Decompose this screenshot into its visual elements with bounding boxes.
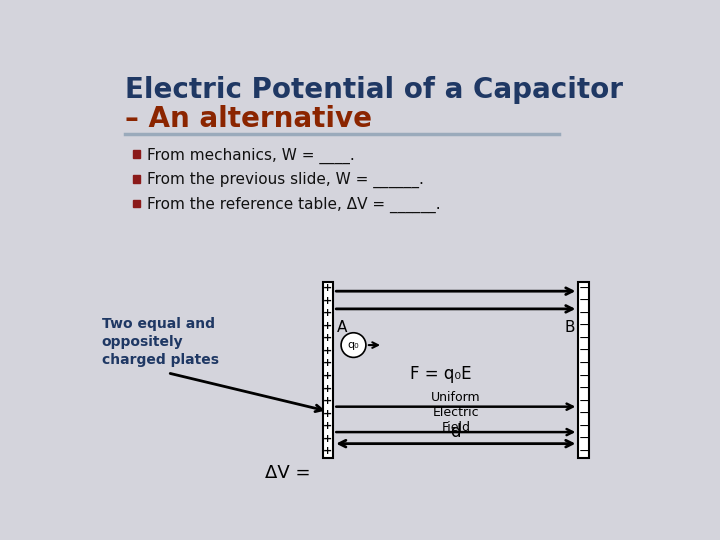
Text: +: + bbox=[323, 308, 333, 318]
Text: +: + bbox=[323, 371, 333, 381]
Text: +: + bbox=[323, 409, 333, 419]
Text: −: − bbox=[578, 369, 589, 382]
Text: −: − bbox=[578, 307, 589, 320]
Text: d: d bbox=[451, 423, 461, 441]
Text: −: − bbox=[578, 357, 589, 370]
Text: −: − bbox=[578, 319, 589, 332]
Text: From the previous slide, W = ______.: From the previous slide, W = ______. bbox=[148, 172, 424, 188]
Text: +: + bbox=[323, 283, 333, 293]
Bar bbox=[132, 200, 140, 207]
Text: – An alternative: – An alternative bbox=[125, 105, 372, 133]
Text: Two equal and
oppositely
charged plates: Two equal and oppositely charged plates bbox=[102, 316, 219, 367]
Text: +: + bbox=[323, 321, 333, 331]
Text: +: + bbox=[323, 346, 333, 356]
Text: −: − bbox=[578, 420, 589, 433]
Circle shape bbox=[341, 333, 366, 357]
Text: B: B bbox=[564, 320, 575, 335]
Text: From mechanics, W = ____.: From mechanics, W = ____. bbox=[148, 147, 355, 164]
Text: −: − bbox=[578, 432, 589, 445]
Text: −: − bbox=[578, 395, 589, 408]
Text: From the reference table, ΔV = ______.: From the reference table, ΔV = ______. bbox=[148, 197, 441, 213]
Text: +: + bbox=[323, 421, 333, 431]
Bar bbox=[132, 150, 140, 158]
Text: +: + bbox=[323, 396, 333, 406]
Text: −: − bbox=[578, 382, 589, 395]
Bar bbox=[323, 282, 333, 457]
Text: ΔV =: ΔV = bbox=[266, 464, 311, 482]
Text: F = q₀E: F = q₀E bbox=[410, 366, 471, 383]
Text: −: − bbox=[578, 294, 589, 307]
Bar bbox=[578, 282, 589, 457]
Text: A: A bbox=[337, 320, 348, 335]
Bar bbox=[132, 175, 140, 183]
Text: Electric Potential of a Capacitor: Electric Potential of a Capacitor bbox=[125, 76, 623, 104]
Text: +: + bbox=[323, 296, 333, 306]
Text: +: + bbox=[323, 359, 333, 368]
Text: +: + bbox=[323, 333, 333, 343]
Text: +: + bbox=[323, 383, 333, 394]
Text: −: − bbox=[578, 407, 589, 420]
Text: +: + bbox=[323, 446, 333, 456]
Text: +: + bbox=[323, 434, 333, 444]
Text: −: − bbox=[578, 345, 589, 357]
Text: −: − bbox=[578, 282, 589, 295]
Text: Uniform
Electric
Field: Uniform Electric Field bbox=[431, 392, 481, 434]
Text: −: − bbox=[578, 332, 589, 345]
Text: q₀: q₀ bbox=[348, 340, 359, 350]
Text: −: − bbox=[578, 445, 589, 458]
